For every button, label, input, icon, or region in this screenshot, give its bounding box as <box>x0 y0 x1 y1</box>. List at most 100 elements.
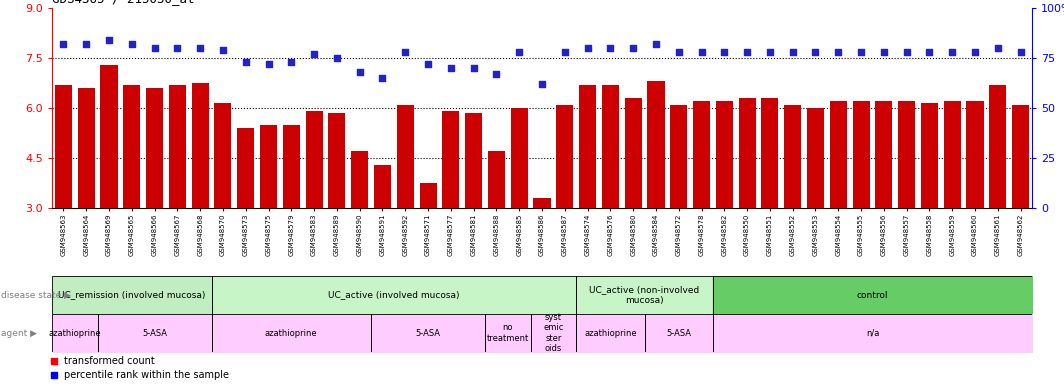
Text: GDS4365 / 215030_at: GDS4365 / 215030_at <box>52 0 195 5</box>
Point <box>192 45 209 51</box>
Text: 5-ASA: 5-ASA <box>666 328 692 338</box>
Text: agent ▶: agent ▶ <box>1 328 37 338</box>
Text: UC_active (involved mucosa): UC_active (involved mucosa) <box>328 291 460 300</box>
Bar <box>1012 105 1029 208</box>
Point <box>100 37 117 43</box>
Bar <box>169 84 186 208</box>
Point <box>807 49 824 55</box>
Point <box>921 49 938 55</box>
Bar <box>625 98 642 208</box>
Text: azathioprine: azathioprine <box>49 328 101 338</box>
Bar <box>784 105 801 208</box>
Bar <box>305 111 322 208</box>
Bar <box>944 101 961 208</box>
Bar <box>55 84 72 208</box>
Text: control: control <box>857 291 888 300</box>
Bar <box>373 165 390 208</box>
Text: syst
emic
ster
oids: syst emic ster oids <box>544 313 564 353</box>
Point <box>329 55 346 61</box>
Bar <box>123 84 140 208</box>
Point <box>990 45 1007 51</box>
Point <box>351 69 368 75</box>
Bar <box>579 84 596 208</box>
Point <box>123 41 140 47</box>
Point <box>876 49 893 55</box>
Point <box>944 49 961 55</box>
Bar <box>419 183 436 208</box>
Text: transformed count: transformed count <box>64 356 154 366</box>
Point <box>146 45 163 51</box>
Point <box>260 61 277 67</box>
Text: UC_remission (involved mucosa): UC_remission (involved mucosa) <box>59 291 205 300</box>
Point <box>78 41 95 47</box>
Bar <box>693 101 710 208</box>
Point <box>488 71 505 77</box>
Bar <box>670 105 687 208</box>
Point <box>55 41 72 47</box>
Bar <box>990 84 1007 208</box>
Point <box>511 49 528 55</box>
Point <box>397 49 414 55</box>
Text: UC_active (non-involved
mucosa): UC_active (non-involved mucosa) <box>589 285 700 305</box>
Bar <box>602 84 619 208</box>
Point <box>443 65 460 71</box>
Text: disease state ▶: disease state ▶ <box>1 291 71 300</box>
Bar <box>329 113 346 208</box>
Point <box>373 75 390 81</box>
Bar <box>852 101 869 208</box>
Text: azathioprine: azathioprine <box>265 328 318 338</box>
Bar <box>966 101 983 208</box>
Bar <box>898 101 915 208</box>
Point <box>762 49 779 55</box>
Point <box>852 49 869 55</box>
Point <box>625 45 642 51</box>
Point <box>830 49 847 55</box>
Bar <box>260 125 277 208</box>
Point <box>898 49 915 55</box>
Point <box>419 61 436 67</box>
Bar <box>443 111 460 208</box>
Point <box>716 49 733 55</box>
Point <box>693 49 710 55</box>
Point <box>579 45 596 51</box>
Point <box>237 59 254 65</box>
Point <box>533 81 550 87</box>
Bar <box>921 103 938 208</box>
Bar <box>397 105 414 208</box>
Text: n/a: n/a <box>866 328 879 338</box>
Point <box>556 49 573 55</box>
Point <box>647 41 664 47</box>
Bar <box>556 105 573 208</box>
Text: percentile rank within the sample: percentile rank within the sample <box>64 370 229 380</box>
Bar <box>511 108 528 208</box>
Bar <box>100 65 117 208</box>
Point <box>738 49 755 55</box>
Bar <box>830 101 847 208</box>
Bar <box>351 151 368 208</box>
Text: no
treatment: no treatment <box>486 323 529 343</box>
Point <box>283 59 300 65</box>
Text: 5-ASA: 5-ASA <box>143 328 167 338</box>
Bar <box>488 151 505 208</box>
Bar <box>283 125 300 208</box>
Point <box>215 47 232 53</box>
Point <box>670 49 687 55</box>
Bar <box>876 101 893 208</box>
Bar <box>237 128 254 208</box>
Bar <box>762 98 779 208</box>
Text: azathioprine: azathioprine <box>584 328 636 338</box>
Point <box>305 51 322 57</box>
Bar <box>716 101 733 208</box>
Bar <box>647 81 665 208</box>
Bar <box>738 98 755 208</box>
Bar <box>465 113 482 208</box>
Bar <box>533 198 550 208</box>
Point <box>784 49 801 55</box>
Point <box>465 65 482 71</box>
Point <box>1012 49 1029 55</box>
Bar <box>192 83 209 208</box>
Bar <box>78 88 95 208</box>
Bar <box>807 108 824 208</box>
Text: 5-ASA: 5-ASA <box>416 328 440 338</box>
Bar <box>146 88 163 208</box>
